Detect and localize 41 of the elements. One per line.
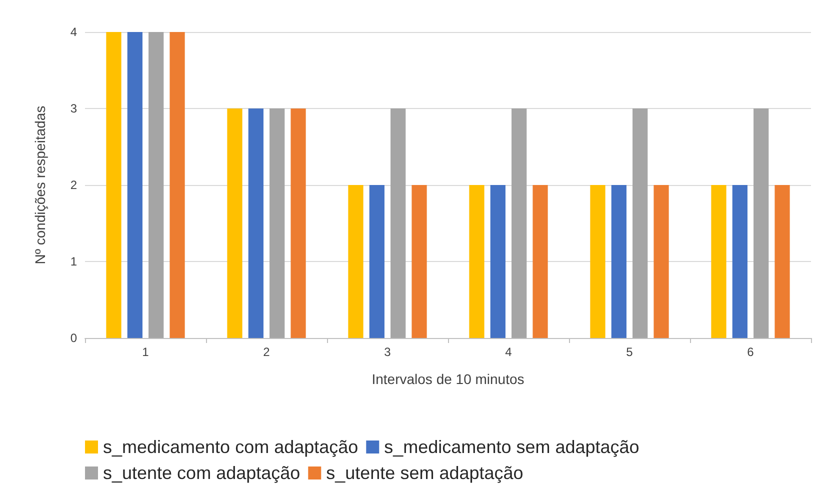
legend-label: s_utente com adaptação (103, 463, 300, 483)
y-tick-label: 0 (70, 331, 78, 345)
bar (170, 32, 185, 338)
legend-label: s_medicamento com adaptação (103, 437, 358, 457)
x-tick-label: 6 (747, 345, 754, 359)
legend-label: s_medicamento sem adaptação (384, 437, 640, 457)
y-tick-label: 2 (70, 178, 78, 192)
bar (390, 108, 406, 338)
y-tick-label: 3 (70, 102, 78, 116)
bar (127, 32, 142, 338)
bar (469, 185, 484, 338)
bar (348, 185, 364, 338)
x-tick-label: 2 (263, 345, 270, 359)
y-tick-label: 1 (70, 254, 78, 268)
bar (490, 185, 506, 338)
bar (106, 32, 122, 338)
bar (711, 185, 726, 338)
bar (774, 185, 790, 338)
y-axis-title: Nº condições respeitadas (32, 106, 48, 264)
bar (369, 185, 384, 338)
bar (654, 185, 669, 338)
bar (632, 108, 648, 338)
bar (148, 32, 164, 338)
x-axis-title: Intervalos de 10 minutos (372, 371, 524, 387)
x-tick-label: 3 (384, 345, 392, 359)
x-tick-label: 4 (505, 345, 512, 359)
bar (732, 185, 748, 338)
bar (611, 185, 626, 338)
bar (412, 185, 427, 338)
x-tick-label: 1 (142, 345, 150, 359)
bar (227, 108, 242, 338)
bar (590, 185, 606, 338)
bar (290, 108, 306, 338)
x-tick-label: 5 (626, 345, 634, 359)
y-tick-label: 4 (70, 25, 78, 39)
bar (248, 108, 264, 338)
bar (754, 108, 769, 338)
bar (270, 108, 285, 338)
bar (532, 185, 548, 338)
legend-label: s_utente sem adaptação (326, 463, 524, 483)
bar (512, 108, 527, 338)
